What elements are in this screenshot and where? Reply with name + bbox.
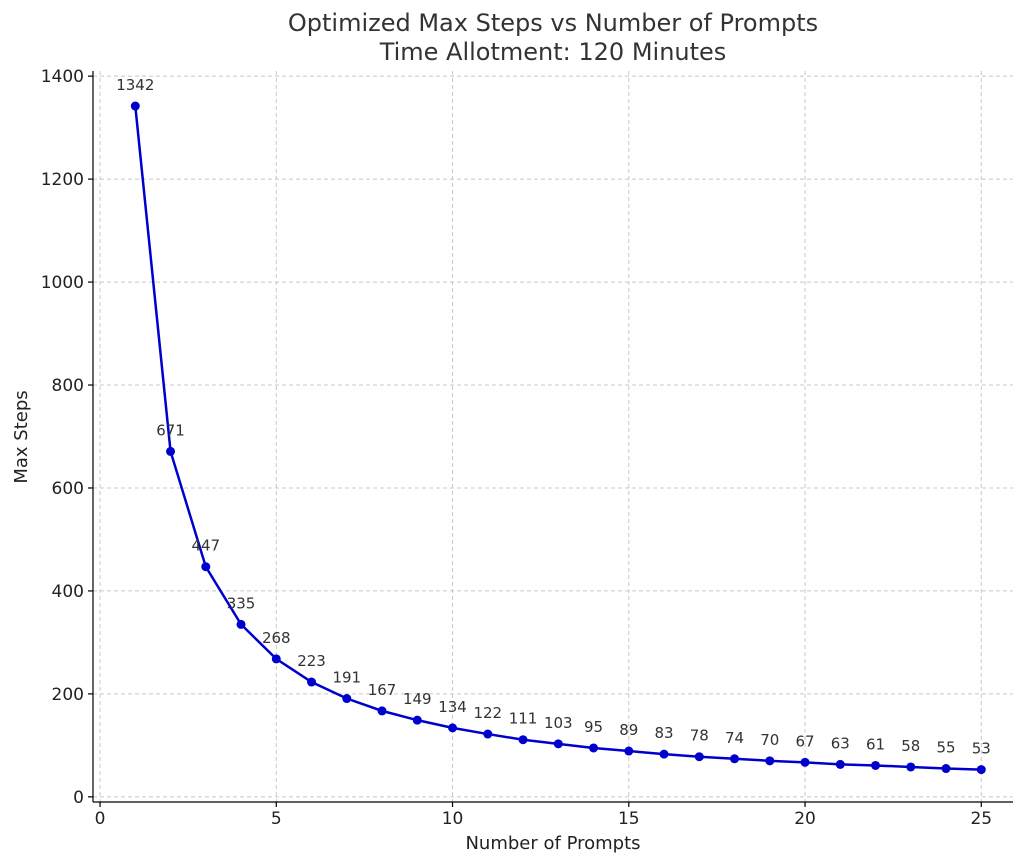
data-label: 671 <box>156 421 185 439</box>
data-label: 149 <box>403 690 432 708</box>
data-point <box>377 706 387 716</box>
data-point <box>941 764 951 774</box>
data-label: 111 <box>509 710 538 728</box>
data-label: 223 <box>297 652 326 670</box>
data-label: 103 <box>544 714 573 732</box>
chart-title: Optimized Max Steps vs Number of Prompts <box>288 9 818 37</box>
data-point <box>166 446 176 456</box>
data-label: 74 <box>725 729 744 747</box>
data-label: 55 <box>936 739 955 757</box>
data-label: 134 <box>438 698 467 716</box>
data-point <box>835 759 845 769</box>
data-label: 1342 <box>116 76 154 94</box>
data-label: 83 <box>654 724 673 742</box>
x-tick-label: 0 <box>95 809 106 829</box>
y-tick-label: 400 <box>52 582 84 602</box>
data-label: 63 <box>831 734 850 752</box>
data-label: 67 <box>795 732 814 750</box>
data-point <box>342 694 352 704</box>
data-point <box>694 752 704 762</box>
data-point <box>589 743 599 753</box>
x-tick-label: 15 <box>618 809 640 829</box>
data-point <box>624 746 634 756</box>
data-label: 167 <box>368 681 397 699</box>
y-tick-label: 200 <box>52 685 84 705</box>
data-label: 122 <box>473 704 502 722</box>
data-point <box>201 562 211 572</box>
data-point <box>800 757 810 767</box>
y-tick-label: 1000 <box>41 273 84 293</box>
data-point <box>730 754 740 764</box>
data-label: 89 <box>619 721 638 739</box>
data-label: 61 <box>866 735 885 753</box>
data-point <box>307 677 317 687</box>
y-tick-label: 600 <box>52 479 84 499</box>
data-label: 78 <box>690 727 709 745</box>
data-point <box>236 619 246 629</box>
y-tick-label: 800 <box>52 376 84 396</box>
axes <box>88 71 1013 807</box>
data-label: 191 <box>332 669 361 687</box>
tick-labels: 0 5 10 15 20 25 0 200 400 600 800 1000 1200 1400 <box>41 67 992 829</box>
data-point <box>412 715 422 725</box>
data-label: 447 <box>191 537 220 555</box>
data-point <box>765 756 775 766</box>
data-point <box>448 723 458 733</box>
data-label: 70 <box>760 731 779 749</box>
data-point <box>130 101 140 111</box>
x-tick-label: 5 <box>271 809 282 829</box>
series <box>130 101 986 775</box>
data-point <box>976 765 986 775</box>
y-axis-label: Max Steps <box>11 390 32 483</box>
data-point <box>271 654 281 664</box>
data-label: 53 <box>972 740 991 758</box>
data-label: 95 <box>584 718 603 736</box>
data-label: 335 <box>227 594 256 612</box>
data-label: 268 <box>262 629 291 647</box>
data-label: 58 <box>901 737 920 755</box>
data-point <box>871 760 881 770</box>
series-line <box>134 105 982 771</box>
data-labels: 1342 671 447 335 268 223 191 167 149 134 122 111 103… <box>116 76 991 758</box>
y-tick-label: 0 <box>73 788 84 808</box>
data-point <box>518 735 528 745</box>
data-point <box>906 762 916 772</box>
y-tick-label: 1400 <box>41 67 84 87</box>
data-point <box>553 739 563 749</box>
x-axis-label: Number of Prompts <box>465 833 640 854</box>
grid <box>93 71 1013 802</box>
data-point <box>659 749 669 759</box>
x-tick-label: 25 <box>970 809 992 829</box>
x-tick-label: 20 <box>794 809 816 829</box>
data-point <box>483 729 493 739</box>
chart-subtitle: Time Allotment: 120 Minutes <box>379 38 727 66</box>
x-tick-label: 10 <box>442 809 464 829</box>
y-tick-label: 1200 <box>41 170 84 190</box>
